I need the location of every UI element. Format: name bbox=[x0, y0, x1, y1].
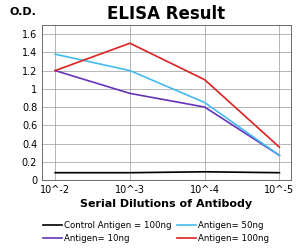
Line: Antigen= 50ng: Antigen= 50ng bbox=[55, 54, 279, 156]
Control Antigen = 100ng bbox=[203, 170, 206, 173]
Antigen= 10ng bbox=[203, 106, 206, 108]
Legend: Control Antigen = 100ng, Antigen= 10ng, Antigen= 50ng, Antigen= 100ng: Control Antigen = 100ng, Antigen= 10ng, … bbox=[43, 221, 269, 243]
Control Antigen = 100ng bbox=[53, 171, 57, 174]
Antigen= 50ng bbox=[128, 69, 132, 72]
Control Antigen = 100ng bbox=[278, 171, 281, 174]
X-axis label: Serial Dilutions of Antibody: Serial Dilutions of Antibody bbox=[80, 199, 253, 209]
Text: O.D.: O.D. bbox=[10, 7, 37, 17]
Antigen= 10ng bbox=[278, 154, 281, 157]
Antigen= 100ng bbox=[128, 42, 132, 45]
Antigen= 50ng bbox=[278, 154, 281, 157]
Antigen= 100ng bbox=[203, 78, 206, 81]
Antigen= 50ng bbox=[203, 101, 206, 104]
Control Antigen = 100ng bbox=[128, 171, 132, 174]
Line: Control Antigen = 100ng: Control Antigen = 100ng bbox=[55, 172, 279, 173]
Antigen= 100ng bbox=[278, 146, 281, 149]
Title: ELISA Result: ELISA Result bbox=[107, 6, 226, 24]
Antigen= 50ng bbox=[53, 53, 57, 56]
Line: Antigen= 100ng: Antigen= 100ng bbox=[55, 43, 279, 147]
Antigen= 10ng bbox=[53, 69, 57, 72]
Antigen= 10ng bbox=[128, 92, 132, 95]
Antigen= 100ng bbox=[53, 69, 57, 72]
Line: Antigen= 10ng: Antigen= 10ng bbox=[55, 70, 279, 156]
